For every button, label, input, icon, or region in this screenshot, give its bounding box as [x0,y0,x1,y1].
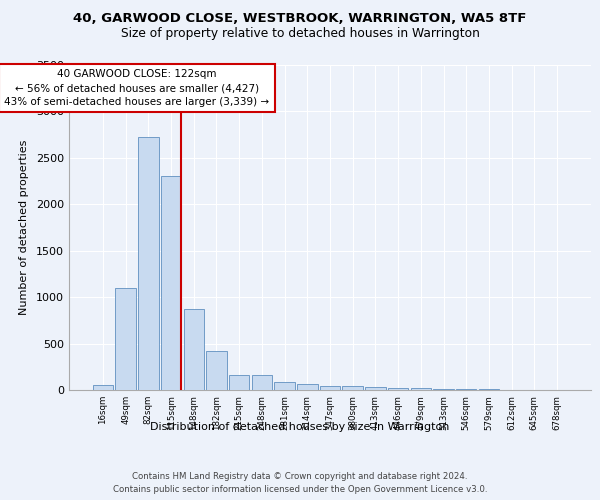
Bar [161,176,181,390]
Bar [433,388,454,390]
Bar [410,388,431,390]
Bar [115,288,136,390]
Bar [320,386,340,390]
Bar [206,350,227,390]
Text: Contains HM Land Registry data © Crown copyright and database right 2024.: Contains HM Land Registry data © Crown c… [132,472,468,481]
Text: 40 GARWOOD CLOSE: 122sqm
← 56% of detached houses are smaller (4,427)
43% of sem: 40 GARWOOD CLOSE: 122sqm ← 56% of detach… [4,69,269,107]
Bar [479,389,499,390]
Bar [297,384,317,390]
Text: Distribution of detached houses by size in Warrington: Distribution of detached houses by size … [151,422,449,432]
Bar [138,137,158,390]
Y-axis label: Number of detached properties: Number of detached properties [19,140,29,315]
Bar [229,374,250,390]
Bar [251,375,272,390]
Bar [456,389,476,390]
Bar [388,388,409,390]
Text: Contains public sector information licensed under the Open Government Licence v3: Contains public sector information licen… [113,485,487,494]
Bar [343,386,363,390]
Bar [365,387,386,390]
Text: Size of property relative to detached houses in Warrington: Size of property relative to detached ho… [121,28,479,40]
Bar [184,308,204,390]
Text: 40, GARWOOD CLOSE, WESTBROOK, WARRINGTON, WA5 8TF: 40, GARWOOD CLOSE, WESTBROOK, WARRINGTON… [73,12,527,26]
Bar [93,386,113,390]
Bar [274,382,295,390]
